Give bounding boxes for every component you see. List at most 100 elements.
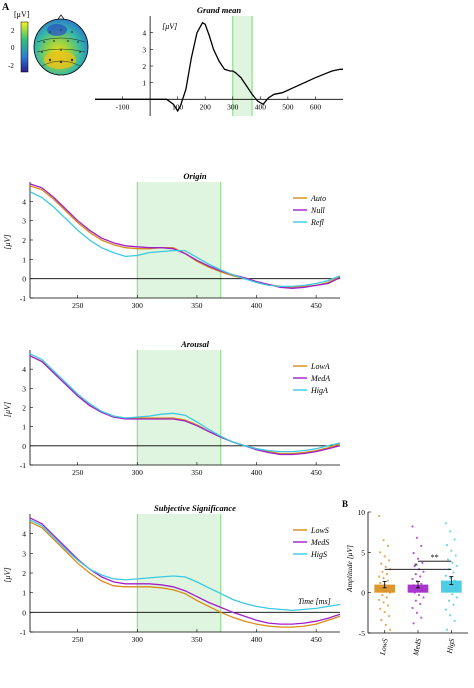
bar	[374, 584, 395, 593]
panel-b-label: B	[342, 499, 348, 509]
series-line	[29, 353, 341, 453]
electrode-dot	[53, 40, 55, 42]
data-point	[380, 618, 383, 622]
data-point	[383, 610, 386, 614]
topo-electrodes	[41, 29, 81, 64]
colorbar-tick: 0	[11, 44, 15, 52]
y-tick-label: 2	[22, 236, 26, 245]
x-tick-label: 500	[282, 102, 294, 111]
highlight-window	[232, 16, 253, 116]
data-point	[381, 593, 384, 597]
bar-y-tick-label: 5	[361, 548, 365, 557]
electrode-dot	[60, 49, 62, 51]
data-point	[382, 577, 385, 580]
bar-category-label: LowS	[378, 638, 390, 657]
x-axis-label: Time [ms]	[298, 597, 331, 606]
data-point	[414, 573, 417, 576]
data-point	[383, 555, 386, 558]
data-point	[412, 552, 415, 555]
bar	[407, 584, 429, 593]
series-line	[29, 191, 341, 288]
legend-label: Null	[310, 206, 326, 215]
legend-label: Auto	[310, 194, 326, 203]
colorbar-unit: [μV]	[14, 10, 30, 19]
y-tick-label: 2	[22, 404, 26, 413]
data-point	[379, 551, 382, 554]
bar	[441, 580, 462, 593]
y-tick-label: 4	[22, 197, 26, 206]
data-point	[422, 570, 425, 573]
data-point	[382, 539, 385, 542]
data-point	[451, 593, 454, 596]
electrode-dot	[67, 40, 69, 42]
data-point	[412, 622, 415, 625]
panel-a-label: A	[2, 2, 10, 13]
data-point	[455, 596, 458, 599]
x-tick-label: -100	[116, 102, 130, 111]
series-line	[29, 355, 341, 456]
bar-y-tick-label: 10	[358, 508, 366, 517]
data-point	[444, 522, 447, 525]
electrode-dot	[70, 58, 74, 62]
y-tick-label: -1	[20, 461, 26, 470]
significance-label: *	[414, 561, 418, 570]
y-tick-label: 1	[22, 255, 26, 264]
data-point	[387, 614, 391, 618]
data-point	[453, 538, 456, 541]
data-point	[379, 607, 382, 610]
x-tick-label: 400	[251, 635, 263, 644]
data-point	[384, 623, 387, 627]
data-point	[418, 593, 421, 597]
y-tick-label: 1	[22, 423, 26, 432]
legend-label: MedS	[310, 538, 329, 547]
legend-label: LowS	[310, 526, 329, 535]
x-tick-label: 300	[132, 635, 144, 644]
topo-hot-spot	[44, 51, 76, 69]
data-point	[419, 575, 422, 578]
data-point	[450, 549, 453, 552]
y-axis-label: [μV]	[3, 234, 12, 249]
highlight-window	[137, 350, 221, 465]
y-tick-label: 2	[142, 62, 146, 71]
x-tick-label: 350	[191, 468, 203, 477]
colorbar-group: [μV] 2 0 -2	[8, 10, 89, 76]
topo-cold-spot	[47, 24, 67, 36]
data-point	[413, 564, 416, 568]
data-point	[378, 514, 381, 518]
data-point	[385, 573, 388, 576]
y-tick-label: 1	[142, 79, 146, 88]
colorbar-tick: -2	[8, 62, 14, 70]
y-axis-label: [μV]	[162, 22, 177, 31]
colorbar	[20, 21, 29, 73]
topo-contour	[36, 48, 86, 53]
bar-y-tick-label: 0	[361, 589, 365, 598]
data-point	[387, 559, 391, 562]
series-line	[29, 521, 341, 628]
bar-y-tick-label: -5	[359, 629, 365, 638]
data-point	[444, 608, 447, 611]
series-line	[95, 21, 343, 113]
legend-label: Refl	[310, 218, 325, 227]
data-point	[420, 582, 423, 585]
legend-label: HigA	[310, 386, 328, 395]
x-tick-label: 350	[191, 301, 203, 310]
significance-label: **	[431, 553, 439, 562]
highlight-window	[137, 182, 221, 298]
data-point	[411, 525, 414, 528]
series-line	[29, 183, 341, 289]
data-point	[445, 543, 449, 547]
x-tick-label: 100	[172, 102, 184, 111]
y-tick-label: -1	[20, 294, 26, 303]
data-point	[419, 602, 422, 606]
data-point	[454, 554, 457, 557]
bar-y-axis-label: Amplitude [μV]	[345, 545, 354, 593]
data-point	[420, 544, 423, 547]
topo-nose	[57, 14, 65, 20]
chart-title: Origin	[183, 171, 206, 181]
data-point	[382, 601, 385, 604]
x-tick-label: 400	[251, 468, 263, 477]
series-line	[29, 519, 341, 612]
data-point	[384, 565, 387, 568]
data-point	[379, 581, 382, 585]
